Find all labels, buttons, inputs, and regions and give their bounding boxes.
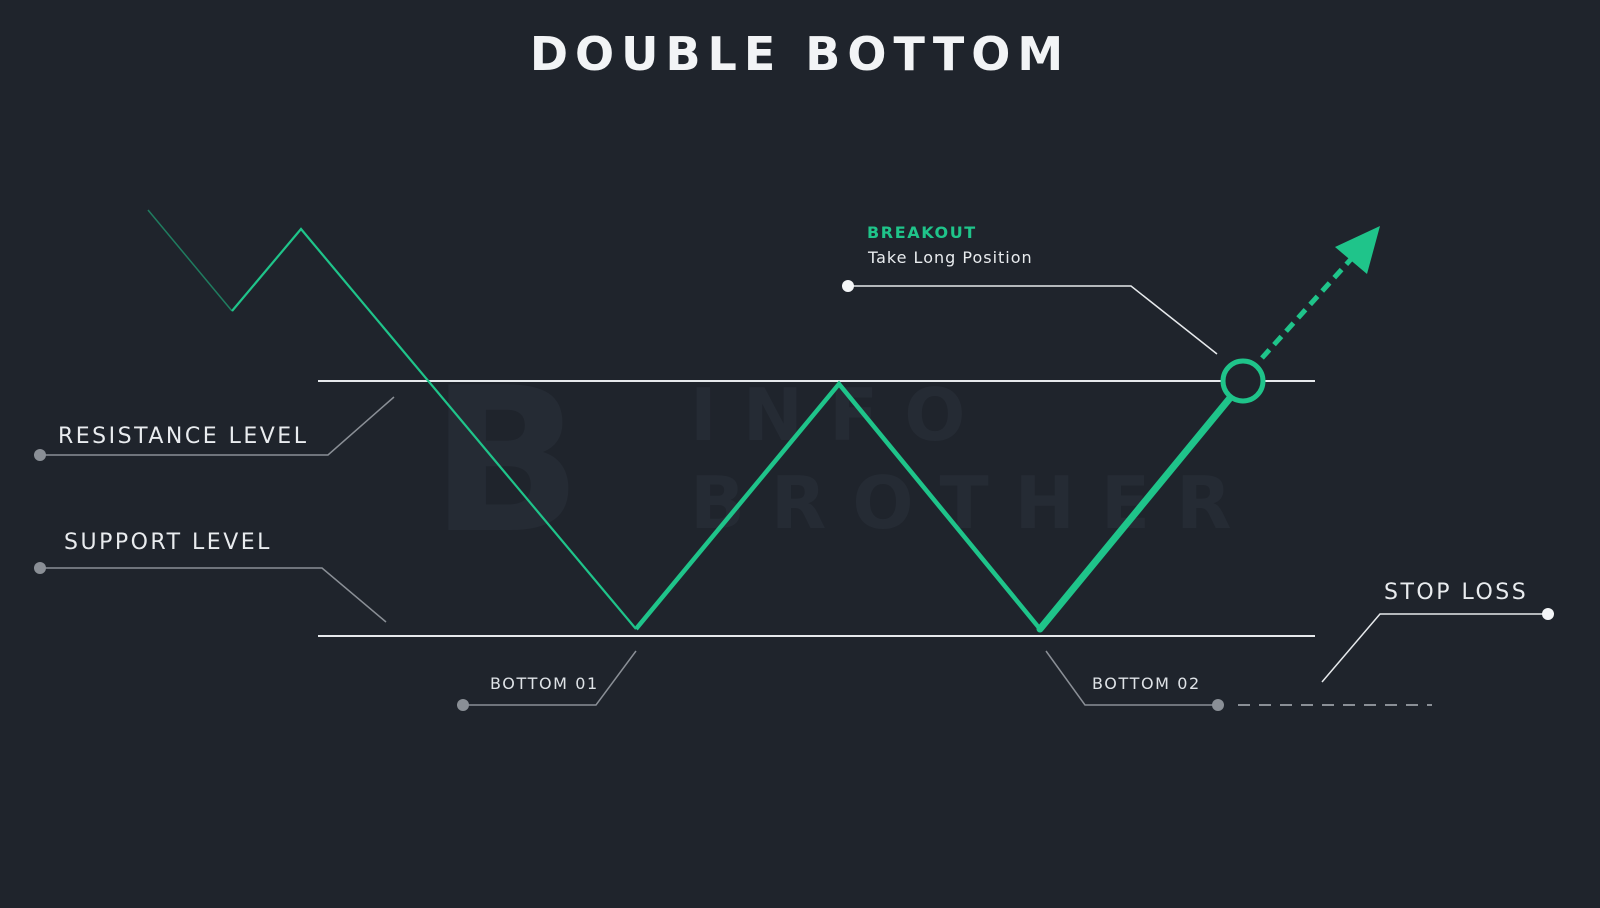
watermark-line-2: BROTHER <box>690 461 1258 545</box>
stop-loss-leader-line <box>1321 613 1548 683</box>
support-leader-line <box>40 567 387 623</box>
bottom-02-label: BOTTOM 02 <box>1092 674 1201 693</box>
watermark: B INFO BROTHER <box>430 345 1258 578</box>
support-level-label: SUPPORT LEVEL <box>64 530 272 555</box>
arrow-up-icon <box>1335 226 1380 274</box>
breakout-leader-line <box>848 285 1218 355</box>
price-path-intro <box>147 209 233 312</box>
price-path-breakout-rally <box>1036 394 1234 633</box>
page-title: DOUBLE BOTTOM <box>530 27 1070 81</box>
watermark-line-1: INFO <box>690 373 991 457</box>
breakout-label: BREAKOUT <box>867 223 977 242</box>
bottom-02-leader-line <box>1045 650 1218 706</box>
price-path-decline <box>231 227 637 630</box>
resistance-level-label: RESISTANCE LEVEL <box>58 424 308 449</box>
watermark-monogram: B <box>430 345 582 578</box>
bottom-01-leader-line <box>463 650 637 706</box>
breakout-sub-label: Take Long Position <box>867 248 1033 267</box>
bottom-01-label: BOTTOM 01 <box>490 674 599 693</box>
resistance-leader-dot <box>34 449 46 461</box>
projection-dashed-line <box>1260 256 1354 360</box>
stop-loss-leader-dot <box>1542 608 1554 620</box>
support-leader-dot <box>34 562 46 574</box>
breakout-point-circle <box>1220 358 1266 404</box>
breakout-leader-dot <box>842 280 854 292</box>
resistance-leader-line <box>40 396 395 456</box>
price-path-w-pattern <box>634 380 1042 631</box>
bottom-02-leader-dot <box>1212 699 1224 711</box>
stop-loss-label: STOP LOSS <box>1384 580 1528 605</box>
bottom-01-leader-dot <box>457 699 469 711</box>
